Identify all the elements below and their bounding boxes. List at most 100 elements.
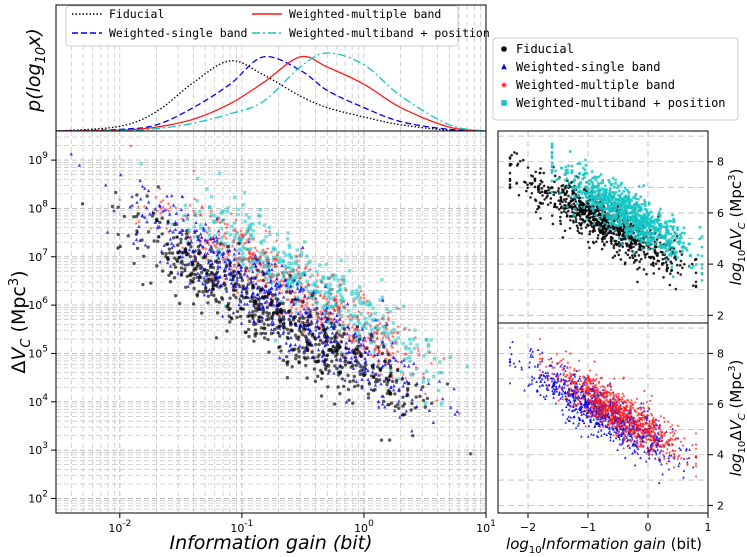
scatter-point bbox=[638, 209, 642, 212]
scatter-point bbox=[218, 220, 223, 225]
scatter-point bbox=[580, 232, 584, 235]
scatter-point bbox=[216, 280, 220, 284]
scatter-point bbox=[609, 183, 613, 187]
scatter-point bbox=[383, 359, 387, 364]
scatter-point bbox=[632, 261, 636, 264]
scatter-point bbox=[437, 388, 441, 393]
scatter-point bbox=[588, 182, 591, 186]
scatter-point bbox=[670, 236, 674, 239]
scatter-point bbox=[184, 228, 189, 233]
scatter-point bbox=[354, 326, 359, 331]
scatter-point bbox=[590, 196, 594, 199]
scatter-point bbox=[217, 300, 222, 304]
scatter-point bbox=[343, 363, 348, 367]
scatter-point bbox=[411, 337, 416, 342]
scatter-point bbox=[249, 267, 253, 271]
scatter-point bbox=[221, 209, 225, 213]
scatter-point bbox=[529, 196, 532, 199]
scatter-point bbox=[652, 219, 655, 223]
scatter-point bbox=[598, 205, 601, 208]
scatter-point bbox=[617, 210, 620, 213]
scatter-point bbox=[633, 208, 637, 212]
scatter-point bbox=[158, 220, 162, 225]
scatter-point bbox=[193, 235, 198, 239]
scatter-point bbox=[185, 274, 189, 279]
scatter-point bbox=[657, 481, 661, 485]
scatter-point bbox=[607, 211, 610, 215]
scatter-point bbox=[628, 256, 632, 260]
scatter-point bbox=[588, 418, 592, 422]
scatter-point bbox=[656, 254, 659, 257]
scatter-point bbox=[240, 234, 246, 238]
scatter-point bbox=[355, 288, 359, 293]
scatter-point bbox=[288, 285, 293, 290]
scatter-point bbox=[590, 170, 594, 173]
scatter-point bbox=[533, 364, 537, 368]
scatter-point bbox=[220, 296, 224, 300]
scatter-point bbox=[245, 267, 250, 272]
scatter-point bbox=[621, 203, 624, 207]
scatter-point bbox=[592, 196, 596, 200]
scatter-point bbox=[531, 175, 535, 178]
scatter-point bbox=[298, 312, 303, 316]
scatter-point bbox=[626, 196, 629, 200]
scatter-point bbox=[594, 203, 598, 207]
right-y-tick-label: 8 bbox=[717, 156, 724, 169]
scatter-point bbox=[429, 361, 434, 366]
scatter-point bbox=[671, 227, 675, 230]
scatter-point bbox=[226, 245, 230, 249]
scatter-point bbox=[305, 376, 309, 380]
scatter-point bbox=[375, 328, 380, 333]
scatter-point bbox=[672, 225, 675, 229]
scatter-point bbox=[673, 253, 677, 256]
scatter-point bbox=[232, 221, 237, 225]
scatter-point bbox=[372, 349, 376, 353]
scatter-point bbox=[245, 247, 250, 252]
scatter-point bbox=[629, 246, 633, 250]
scatter-point bbox=[537, 206, 541, 209]
scatter-point bbox=[594, 178, 598, 182]
scatter-point bbox=[414, 365, 419, 370]
scatter-point bbox=[300, 346, 305, 350]
scatter-point bbox=[288, 344, 292, 348]
scatter-point bbox=[633, 228, 636, 232]
scatter-point bbox=[684, 448, 688, 452]
scatter-point bbox=[271, 246, 276, 250]
scatter-point bbox=[524, 181, 527, 184]
scatter-point bbox=[410, 401, 414, 406]
scatter-point bbox=[217, 249, 222, 253]
scatter-point bbox=[315, 335, 320, 340]
scatter-point bbox=[187, 247, 192, 252]
scatter-point bbox=[314, 279, 319, 283]
scatter-point bbox=[643, 213, 647, 216]
scatter-point bbox=[618, 218, 621, 222]
scatter-point bbox=[582, 421, 586, 425]
scatter-point bbox=[244, 330, 248, 334]
scatter-point bbox=[374, 317, 378, 322]
scatter-point bbox=[366, 392, 371, 396]
scatter-point bbox=[602, 230, 606, 233]
scatter-point bbox=[664, 242, 668, 245]
scatter-point bbox=[384, 349, 390, 354]
scatter-point bbox=[365, 303, 369, 307]
scatter-point bbox=[126, 234, 130, 238]
scatter-point bbox=[207, 273, 212, 277]
scatter-point bbox=[296, 337, 301, 341]
scatter-point bbox=[203, 239, 208, 244]
scatter-point bbox=[559, 206, 563, 210]
scatter-point bbox=[208, 236, 213, 241]
scatter-point bbox=[392, 355, 396, 359]
scatter-point bbox=[217, 247, 221, 251]
scatter-point bbox=[244, 240, 249, 245]
scatter-point bbox=[303, 284, 308, 289]
scatter-point bbox=[624, 195, 627, 199]
scatter-point bbox=[624, 209, 628, 213]
scatter-point bbox=[624, 434, 627, 438]
scatter-point bbox=[209, 292, 213, 297]
scatter-point bbox=[136, 205, 141, 209]
scatter-point bbox=[324, 262, 329, 267]
scatter-point bbox=[237, 251, 241, 255]
scatter-point bbox=[590, 198, 594, 202]
scatter-point bbox=[342, 298, 346, 302]
scatter-point bbox=[559, 364, 562, 368]
